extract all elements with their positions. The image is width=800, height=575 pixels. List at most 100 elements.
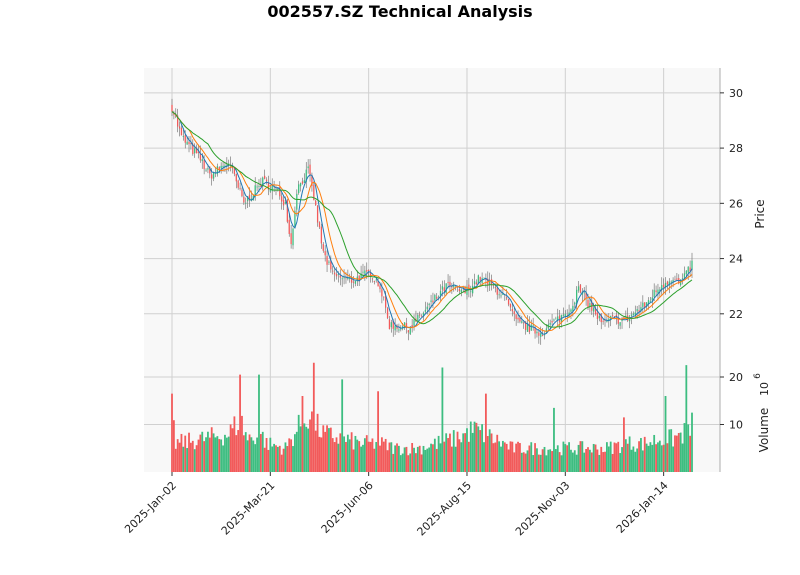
volume-bar: [174, 448, 177, 472]
candle-body: [549, 322, 551, 325]
volume-bar: [191, 440, 194, 472]
volume-bar: [337, 443, 340, 472]
candle-body: [299, 183, 302, 187]
volume-bar: [220, 439, 223, 472]
volume-bar: [405, 446, 408, 472]
volume-bar: [479, 430, 482, 472]
candle-body: [509, 303, 512, 308]
candle-body: [237, 180, 239, 188]
candle-body: [513, 311, 515, 315]
candle-body: [364, 270, 366, 274]
volume-bar: [384, 438, 387, 472]
volume-bar: [473, 421, 476, 472]
volume-bar: [320, 437, 323, 472]
volume-bar: [354, 435, 357, 472]
volume-bar: [301, 396, 304, 472]
volume-bar: [641, 450, 644, 472]
volume-bar: [284, 442, 287, 472]
candle-body: [653, 289, 655, 297]
volume-bar: [294, 434, 296, 472]
volume-bar: [689, 435, 692, 472]
candle-body: [309, 164, 311, 175]
volume-bar: [464, 433, 466, 472]
volume-bar: [343, 436, 345, 472]
volume-bar: [271, 446, 274, 472]
volume-bar: [520, 452, 523, 472]
volume-bar: [411, 443, 414, 472]
volume-bar: [657, 442, 659, 472]
volume-bar: [263, 447, 266, 472]
volume-bar: [324, 431, 327, 472]
volume-bar: [496, 434, 499, 472]
volume-bar: [471, 432, 474, 472]
volume-bar: [513, 452, 516, 472]
candle-body: [328, 261, 330, 263]
candle-body: [277, 188, 279, 190]
candle-body: [649, 301, 652, 302]
volume-bar: [598, 454, 601, 472]
candle-body: [640, 307, 642, 312]
candle-body: [428, 303, 430, 306]
volume-bar: [363, 438, 366, 472]
candle-body: [375, 279, 377, 281]
candle-body: [178, 126, 181, 129]
candle-body: [409, 326, 411, 335]
volume-bar: [386, 450, 389, 472]
volume-bar: [524, 453, 527, 472]
candle-body: [175, 114, 177, 117]
volume-bar: [316, 413, 319, 472]
volume-bar: [662, 444, 665, 472]
volume-bar: [519, 443, 521, 472]
volume-bar: [575, 454, 578, 472]
candle-body: [496, 287, 498, 295]
volume-bar: [207, 431, 209, 472]
volume-bar: [675, 435, 678, 472]
candle-body: [371, 278, 374, 280]
candle-body: [343, 276, 345, 279]
volume-bar: [664, 396, 667, 472]
candle-body: [426, 306, 428, 310]
volume-bar: [254, 444, 257, 472]
candle-body: [265, 179, 268, 182]
volume-bar: [445, 433, 448, 472]
volume-bar: [647, 445, 650, 472]
candle-body: [432, 300, 434, 303]
volume-bar: [210, 427, 213, 472]
candle-body: [521, 321, 523, 323]
volume-bar: [394, 445, 397, 472]
volume-bar: [585, 448, 588, 472]
candle-body: [194, 148, 196, 154]
candle-body: [301, 181, 304, 184]
candle-body: [324, 251, 326, 256]
volume-bar: [630, 449, 633, 472]
ma-short-line: [171, 111, 693, 335]
volume-bar: [401, 453, 404, 472]
candle-body: [258, 186, 260, 187]
volume-bar: [184, 435, 187, 472]
candle-body: [534, 327, 536, 334]
candle-body: [305, 169, 307, 183]
candle-body: [470, 291, 472, 293]
volume-bars: [171, 362, 693, 472]
candle-body: [360, 273, 362, 280]
volume-bar: [339, 433, 342, 472]
volume-bar: [539, 454, 542, 472]
volume-bar: [205, 437, 207, 472]
candle-body: [638, 310, 640, 312]
candle-body: [269, 190, 271, 192]
volume-bar: [469, 421, 472, 472]
volume-bar: [505, 443, 508, 472]
candle-body: [286, 200, 288, 222]
candle-body: [192, 143, 194, 154]
volume-bar: [331, 438, 334, 472]
volume-bar: [456, 431, 459, 472]
candle-body: [350, 277, 353, 283]
candle-body: [379, 285, 381, 290]
candle-body: [674, 279, 676, 281]
candle-body: [203, 160, 205, 170]
volume-bar: [562, 441, 565, 472]
volume-bar: [216, 436, 219, 472]
candle-body: [339, 275, 341, 278]
candle-body: [246, 196, 249, 202]
candle-body: [600, 314, 602, 323]
